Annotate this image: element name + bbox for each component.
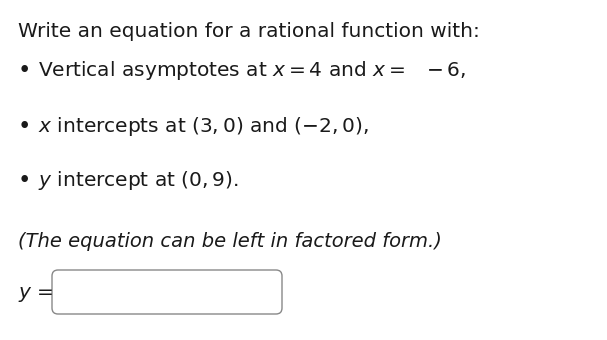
Text: •: •	[18, 58, 32, 82]
FancyBboxPatch shape	[52, 270, 282, 314]
Text: $y$ intercept at $(0, 9).$: $y$ intercept at $(0, 9).$	[38, 169, 239, 191]
Text: •: •	[18, 115, 32, 137]
Text: (The equation can be left in factored form.): (The equation can be left in factored fo…	[18, 232, 442, 251]
Text: •: •	[18, 169, 32, 191]
Text: $y$ =: $y$ =	[18, 285, 53, 304]
Text: Write an equation for a rational function with:: Write an equation for a rational functio…	[18, 22, 480, 41]
Text: $x$ intercepts at $(3, 0)$ and $( - 2, 0),$: $x$ intercepts at $(3, 0)$ and $( - 2, 0…	[38, 115, 368, 137]
Text: Vertical asymptotes at $x = 4$ and $x =\ \ -6,$: Vertical asymptotes at $x = 4$ and $x =\…	[38, 58, 466, 82]
